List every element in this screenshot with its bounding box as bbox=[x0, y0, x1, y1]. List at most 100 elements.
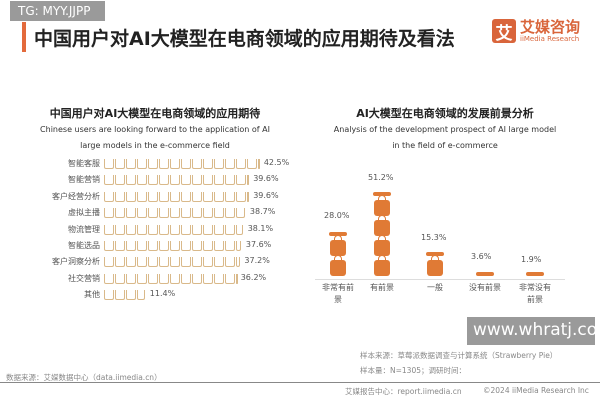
cart-icon bbox=[148, 191, 158, 202]
cart-icon bbox=[137, 208, 147, 219]
handbag-partial bbox=[476, 272, 494, 276]
right-chart-baseline bbox=[315, 279, 565, 280]
cart-icon bbox=[126, 191, 136, 202]
handbag-partial bbox=[426, 252, 444, 256]
cart-icon bbox=[225, 257, 235, 268]
cart-icon bbox=[225, 241, 235, 251]
cart-icon bbox=[115, 257, 125, 268]
left-chart-subtitle: Chinese users are looking forward to the… bbox=[40, 125, 270, 150]
category-label: 非常没有前景 bbox=[519, 283, 551, 304]
cart-icon bbox=[104, 273, 114, 284]
value-label: 15.3% bbox=[421, 232, 447, 242]
cart-icon bbox=[192, 191, 202, 202]
value-label: 36.2% bbox=[240, 272, 267, 282]
cart-icon bbox=[126, 224, 136, 235]
cart-icon bbox=[126, 273, 136, 284]
cart-icon bbox=[126, 241, 136, 251]
cart-icon bbox=[214, 208, 224, 219]
row-label: 虚拟主播 bbox=[68, 208, 100, 218]
watermark-top: TG: MYY.JJPP bbox=[10, 1, 105, 21]
cart-icon bbox=[104, 191, 114, 202]
cart-icon bbox=[236, 208, 245, 219]
cart-icon bbox=[181, 191, 191, 202]
cart-icon bbox=[170, 224, 180, 235]
row-label: 智能营销 bbox=[68, 175, 100, 185]
cart-icon bbox=[225, 159, 235, 169]
cart-icon bbox=[104, 175, 114, 186]
cart-icon bbox=[170, 257, 180, 268]
cart-icon bbox=[236, 224, 243, 235]
right-chart-subtitle: Analysis of the development prospect of … bbox=[333, 125, 557, 150]
handbag-partial bbox=[526, 272, 544, 276]
cart-icon bbox=[170, 175, 180, 186]
cart-icon bbox=[170, 273, 180, 284]
cart-icon bbox=[137, 159, 147, 169]
cart-icon bbox=[148, 208, 158, 219]
cart-icon bbox=[247, 159, 257, 169]
cart-icon bbox=[159, 224, 169, 235]
logo: 艾 艾媒咨询 iiMedia Research bbox=[492, 19, 580, 44]
value-label: 39.6% bbox=[253, 174, 279, 184]
cart-icon bbox=[225, 208, 235, 219]
cart-icon bbox=[159, 208, 169, 219]
cart-icon bbox=[236, 257, 240, 268]
cart-icon bbox=[258, 159, 260, 169]
cart-icon bbox=[115, 273, 125, 284]
sample-source: 样本来源：草莓派数据调查与计算系统（Strawberry Pie） bbox=[360, 351, 558, 360]
cart-icon bbox=[148, 273, 158, 284]
cart-icon bbox=[115, 241, 125, 251]
page-title: 中国用户对AI大模型在电商领域的应用期待及看法 bbox=[34, 28, 455, 50]
cart-icon bbox=[159, 191, 169, 202]
cart-icon bbox=[181, 208, 191, 219]
sample-size: 样本量：N=1305；调研时间： bbox=[360, 366, 466, 375]
cart-icon bbox=[181, 159, 191, 169]
cart-icon bbox=[247, 191, 249, 202]
cart-icon bbox=[214, 257, 224, 268]
cart-icon bbox=[126, 208, 136, 219]
cart-icon bbox=[203, 224, 213, 235]
value-label: 39.6% bbox=[253, 190, 279, 200]
cart-icon bbox=[159, 257, 169, 268]
cart-icon bbox=[137, 273, 147, 284]
cart-icon bbox=[214, 241, 224, 251]
category-label: 没有前景 bbox=[469, 283, 501, 292]
cart-icon bbox=[104, 208, 114, 219]
cart-icon bbox=[192, 224, 202, 235]
cart-icon bbox=[214, 175, 224, 186]
cart-icon bbox=[192, 273, 202, 284]
report-center: 艾媒报告中心：report.iimedia.cn bbox=[345, 387, 462, 396]
cart-icon bbox=[126, 257, 136, 268]
value-label: 38.7% bbox=[249, 207, 276, 217]
cart-icon bbox=[181, 241, 191, 251]
logo-en: iiMedia Research bbox=[520, 35, 580, 43]
cart-icon bbox=[181, 273, 191, 284]
cart-icon bbox=[104, 257, 114, 268]
cart-icon bbox=[225, 273, 235, 284]
value-label: 3.6% bbox=[471, 252, 492, 261]
cart-icon bbox=[115, 208, 125, 219]
cart-icon bbox=[115, 191, 125, 202]
handbag-icon bbox=[374, 195, 390, 216]
row-label: 客户洞察分析 bbox=[52, 257, 100, 267]
handbag-icon bbox=[330, 235, 346, 256]
value-label: 28.0% bbox=[324, 211, 350, 221]
cart-icon bbox=[148, 159, 158, 169]
cart-icon bbox=[236, 159, 246, 169]
cart-icon bbox=[225, 175, 235, 186]
cart-icon bbox=[203, 257, 213, 268]
cart-icon bbox=[203, 241, 213, 251]
cart-icon bbox=[137, 175, 147, 186]
handbag-icon bbox=[374, 215, 390, 236]
cart-icon bbox=[137, 290, 145, 301]
row-label: 其他 bbox=[84, 290, 100, 300]
cart-icon bbox=[203, 175, 213, 186]
cart-icon bbox=[104, 241, 114, 251]
cart-icon bbox=[115, 224, 125, 235]
cart-icon bbox=[126, 159, 136, 169]
cart-icon bbox=[159, 175, 169, 186]
logo-mark: 艾 bbox=[492, 19, 516, 44]
cart-icon bbox=[192, 175, 202, 186]
value-label: 51.2% bbox=[368, 172, 394, 182]
cart-icon bbox=[137, 241, 147, 251]
cart-icon bbox=[148, 224, 158, 235]
